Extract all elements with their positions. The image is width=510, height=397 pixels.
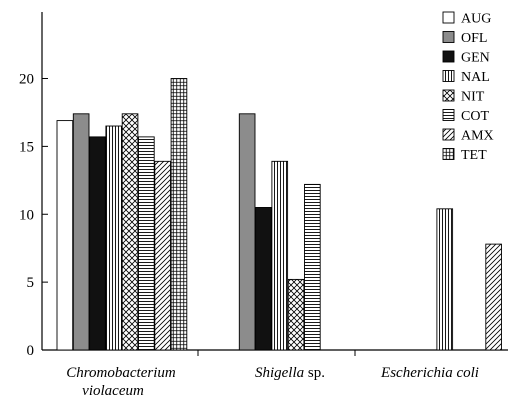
category-labels: Chromobacterium violaceum Shigella sp. Esch… [66,365,479,397]
y-tick-label: 15 [19,139,34,155]
bar-amx [154,160,171,351]
y-tick-label: 10 [19,207,34,223]
legend-swatch-tet [442,148,455,160]
bar-cot [138,136,155,351]
legend-swatch-gen [442,50,455,63]
category-label-part: Escherichia coli [380,365,479,381]
category-label-part: Chromobacterium [66,365,176,381]
bar-gen [255,207,272,351]
legend-swatch-amx [442,128,455,141]
legend: AUG OFL GEN NAL NIT COT AMX TET [442,11,494,163]
bar-amx [485,243,502,351]
legend-label-ofl: OFL [461,31,487,46]
bar-aug [56,120,74,351]
bar-ofl [238,113,256,351]
category-label-part: Shigella [255,365,304,381]
bar-cot [304,183,321,351]
bar-nal [436,208,454,351]
y-tick-label: 0 [27,343,35,359]
legend-swatch-nal [442,70,455,82]
category-label: Chromobacterium [66,365,176,381]
category-label: Escherichia coli [380,365,479,381]
legend-swatch-cot [442,109,455,121]
category-label-part: sp. [304,365,325,381]
legend-swatch-ofl [442,31,455,43]
bar-nit [121,113,139,351]
bar-nit [287,278,305,351]
legend-label-cot: COT [461,109,489,124]
category-label: Shigella sp. [255,365,325,381]
y-axis: 0 5 10 15 20 [19,12,48,359]
legend-label-gen: GEN [461,51,490,66]
legend-label-tet: TET [461,148,487,163]
legend-swatch-aug [442,11,455,24]
y-tick-label: 5 [27,275,35,291]
legend-label-nit: NIT [461,90,485,105]
bars [56,78,502,351]
legend-label-aug: AUG [461,12,491,27]
bar-ofl [72,113,90,351]
bar-nal [271,160,289,351]
bar-gen [89,136,106,351]
category-label-line2: violaceum [82,383,144,397]
legend-label-amx: AMX [461,129,494,144]
bar-tet [170,78,188,351]
x-axis [42,349,508,356]
y-tick-label: 20 [19,72,34,88]
bar-nal [105,125,123,351]
legend-label-nal: NAL [461,70,490,85]
legend-swatch-nit [442,89,455,102]
